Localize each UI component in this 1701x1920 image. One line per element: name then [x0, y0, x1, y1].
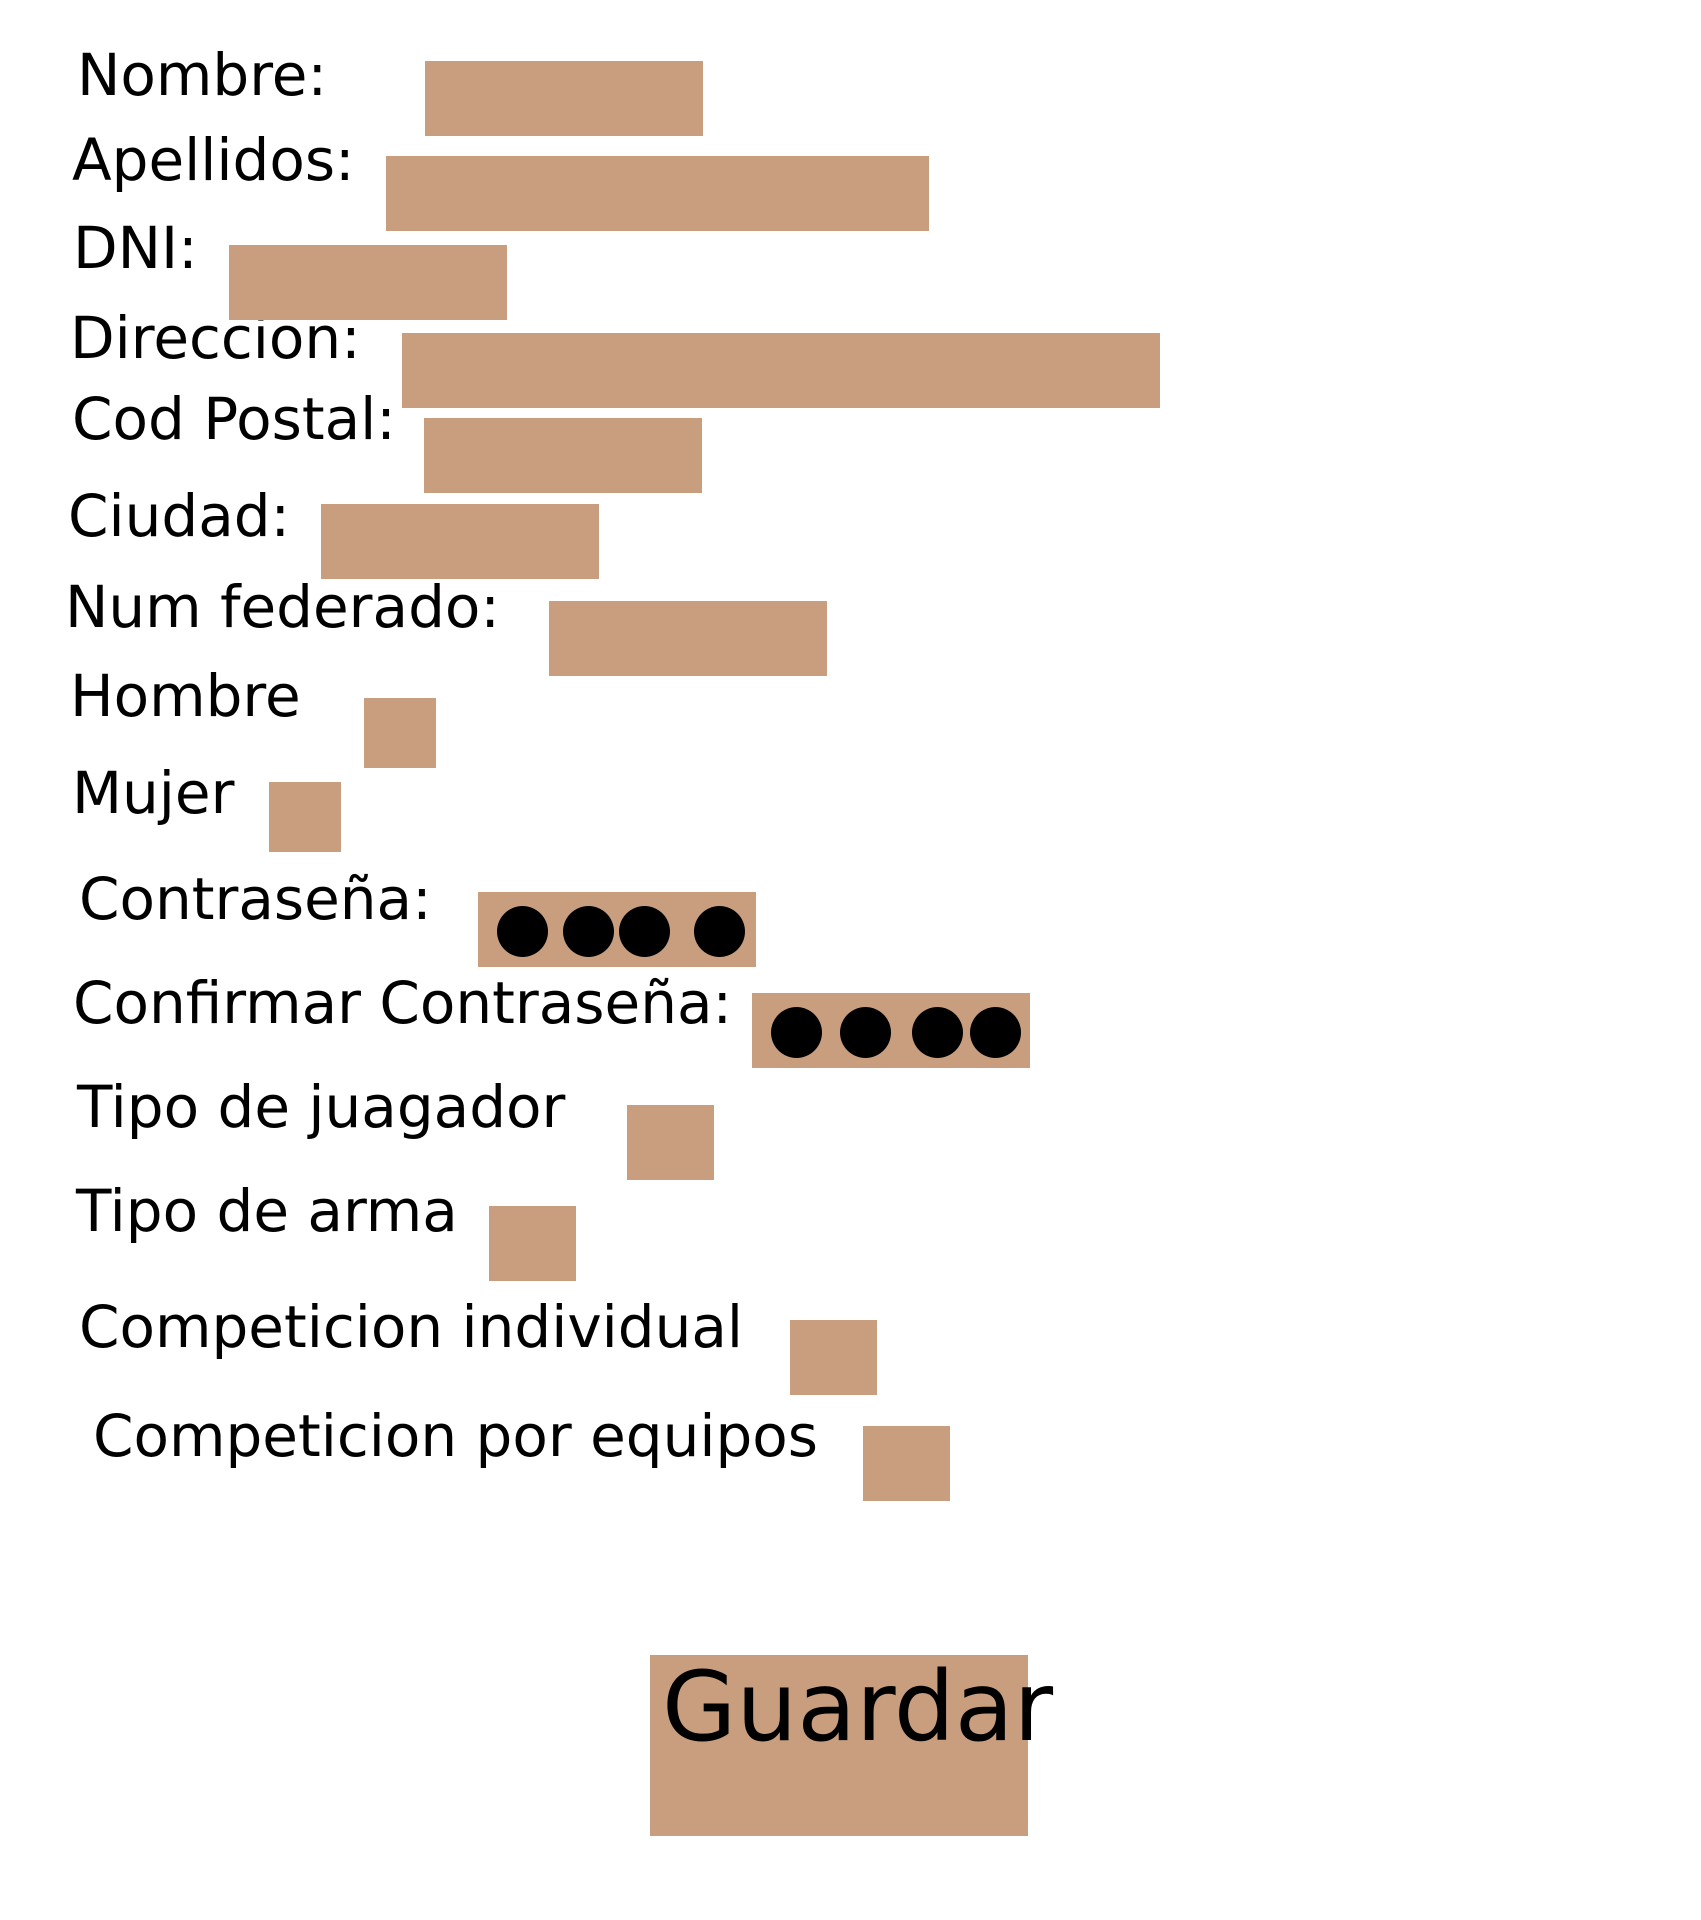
password-dot	[563, 906, 614, 957]
guardar-button[interactable]: Guardar	[650, 1654, 1053, 1836]
confirmar-contrasena-field[interactable]	[752, 993, 1030, 1068]
num-federado-label: Num federado:	[65, 573, 500, 641]
apellidos-label: Apellidos:	[72, 126, 355, 194]
password-dot	[497, 906, 548, 957]
password-dot	[771, 1007, 822, 1058]
contrasena-field[interactable]	[478, 892, 756, 967]
nombre-field[interactable]	[425, 61, 703, 136]
mujer-label: Mujer	[72, 759, 235, 827]
confirmar-contrasena-label: Confirmar Contraseña:	[73, 969, 733, 1037]
apellidos-field[interactable]	[386, 156, 929, 231]
tipo-arma-label: Tipo de arma	[76, 1177, 458, 1245]
dni-label: DNI:	[73, 214, 198, 282]
contrasena-label: Contraseña:	[79, 865, 432, 933]
password-dot	[619, 906, 670, 957]
direccion-field[interactable]	[402, 333, 1160, 408]
nombre-label: Nombre:	[77, 41, 327, 109]
dni-field[interactable]	[229, 245, 507, 320]
hombre-checkbox[interactable]	[364, 698, 436, 768]
competicion-equipos-label: Competicion por equipos	[93, 1402, 818, 1470]
password-dot	[912, 1007, 963, 1058]
competicion-individual-label: Competicion individual	[79, 1293, 743, 1361]
tipo-jugador-select[interactable]	[627, 1105, 714, 1180]
password-dot	[694, 906, 745, 957]
hombre-label: Hombre	[70, 662, 301, 730]
cod-postal-label: Cod Postal:	[72, 385, 396, 453]
competicion-individual-checkbox[interactable]	[790, 1320, 877, 1395]
ciudad-label: Ciudad:	[68, 482, 291, 550]
password-dot	[840, 1007, 891, 1058]
cod-postal-field[interactable]	[424, 418, 702, 493]
competicion-equipos-checkbox[interactable]	[863, 1426, 950, 1501]
guardar-button-label: Guardar	[662, 1651, 1054, 1763]
password-dot	[970, 1007, 1021, 1058]
mujer-checkbox[interactable]	[269, 782, 341, 852]
tipo-arma-select[interactable]	[489, 1206, 576, 1281]
tipo-jugador-label: Tipo de juagador	[77, 1073, 566, 1141]
num-federado-field[interactable]	[549, 601, 827, 676]
ciudad-field[interactable]	[321, 504, 599, 579]
